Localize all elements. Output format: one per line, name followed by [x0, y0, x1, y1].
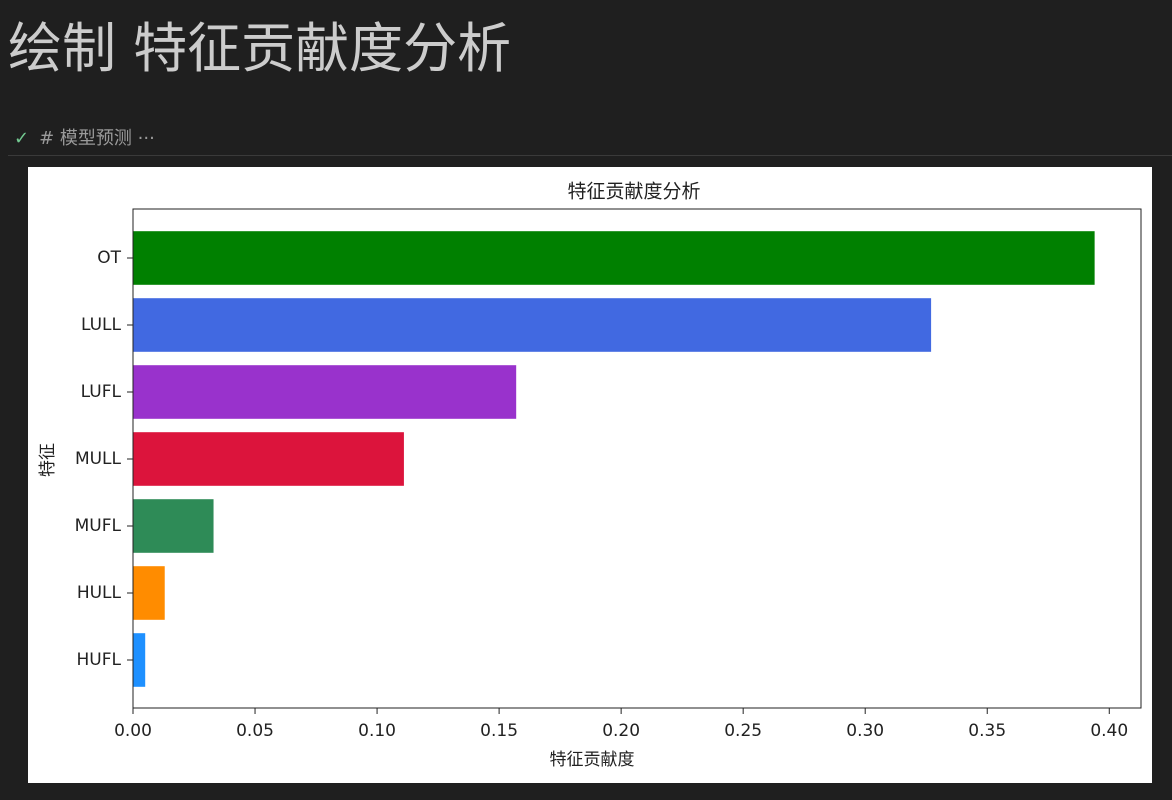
- bar: [133, 432, 404, 486]
- x-tick-label: 0.25: [724, 721, 762, 741]
- y-axis-label: 特征: [38, 443, 58, 477]
- x-tick-label: 0.00: [114, 721, 152, 741]
- axes-frame: [132, 208, 1142, 709]
- heading: 绘制 特征贡献度分析: [8, 17, 512, 80]
- bar: [133, 231, 1095, 285]
- bar: [133, 566, 165, 620]
- x-tick-label: 0.35: [968, 721, 1006, 741]
- bar: [133, 633, 146, 687]
- check-icon: ✓: [14, 128, 30, 149]
- cell-header[interactable]: ✓ # 模型预测 ···: [14, 124, 155, 150]
- x-tick-label: 0.15: [480, 721, 518, 741]
- chart-title: 特征贡献度分析: [567, 181, 700, 203]
- y-tick-label: MUFL: [75, 516, 122, 536]
- divider: [8, 155, 1172, 156]
- y-tick-label: HULL: [77, 583, 122, 603]
- y-tick-label: LUFL: [81, 382, 122, 402]
- bar: [133, 298, 932, 352]
- x-tick-label: 0.40: [1090, 721, 1128, 741]
- x-tick-label: 0.20: [602, 721, 640, 741]
- y-tick-label: OT: [97, 248, 121, 268]
- y-tick-label: LULL: [81, 315, 122, 335]
- y-tick-label: HUFL: [77, 650, 122, 670]
- bar: [133, 365, 517, 419]
- x-tick-label: 0.05: [236, 721, 274, 741]
- x-tick-label: 0.10: [358, 721, 396, 741]
- bar: [133, 499, 214, 553]
- y-tick-label: MULL: [75, 449, 122, 469]
- x-axis-label: 特征贡献度: [550, 750, 635, 770]
- chart: 特征贡献度分析 特征贡献度 特征 0.00 0.05 0.10 0.15 0.20 0.2…: [28, 167, 1152, 783]
- cell-text: # 模型预测: [39, 128, 132, 149]
- x-tick-label: 0.30: [846, 721, 884, 741]
- ellipsis[interactable]: ···: [137, 128, 155, 149]
